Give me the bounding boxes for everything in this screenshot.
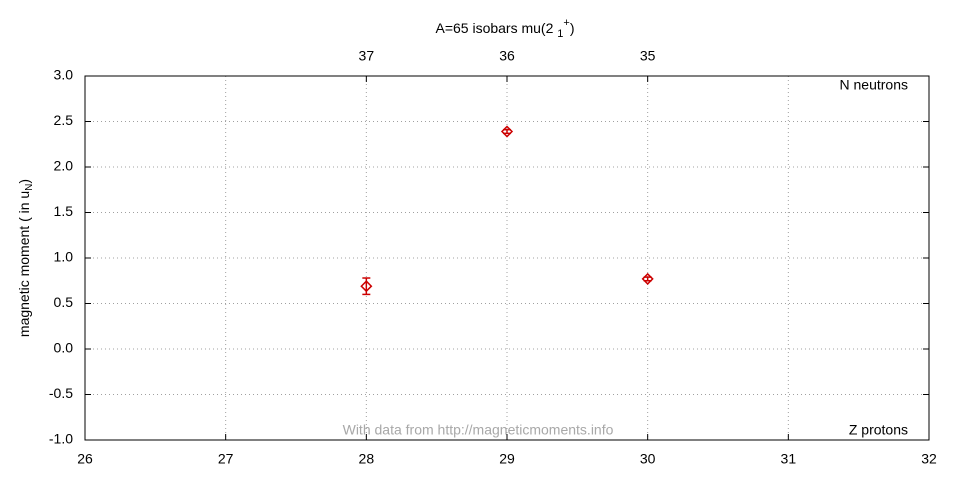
y-tick-label: -1.0 [49,431,73,447]
x-tick-label: 27 [218,451,234,467]
x2-axis-title: N neutrons [840,77,908,93]
x-tick-label: 26 [77,451,93,467]
y-label-main: magnetic moment ( in u [16,191,32,337]
title-sup: + [563,17,569,29]
x-tick-label: 30 [640,451,656,467]
y-tick-label: 0.0 [54,340,74,356]
x2-tick-label: 36 [499,48,515,64]
x-tick-label: 29 [499,451,515,467]
chart-title: A=65 isobars mu(2 1+) [435,17,574,40]
x-tick-label: 32 [921,451,937,467]
plot-frame [84,75,930,441]
point [360,280,373,293]
point [500,125,514,138]
title-close: ) [570,20,575,36]
x2-tick-label: 37 [359,48,375,64]
y-tick-label: 1.0 [54,249,74,265]
title-main: A=65 isobars mu(2 [435,20,557,36]
y-tick-label: 2.0 [54,158,74,174]
y-tick-label: 3.0 [54,67,74,83]
y-axis-title: magnetic moment ( in uN) [16,179,35,337]
y-tick-label: 0.5 [54,294,74,310]
x2-tick-label: 35 [640,48,656,64]
x-tick-label: 31 [781,451,797,467]
watermark: With data from http://magneticmoments.in… [343,422,614,438]
x-tick-label: 28 [359,451,375,467]
point [641,272,654,285]
y-label-sub: N [24,184,35,191]
y-tick-label: 2.5 [54,112,74,128]
x-axis-title: Z protons [849,422,908,438]
y-tick-label: -0.5 [49,385,73,401]
y-label-close: ) [16,179,32,184]
title-sub: 1 [557,28,563,40]
y-tick-label: 1.5 [54,203,74,219]
